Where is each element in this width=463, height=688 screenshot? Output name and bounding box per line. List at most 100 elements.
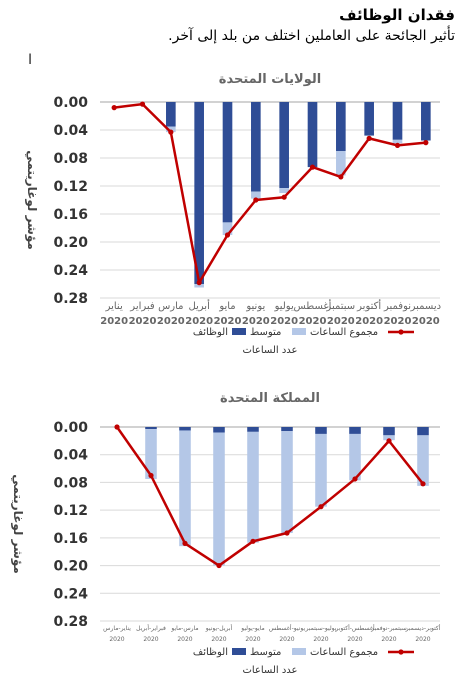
bar-jobs (194, 102, 204, 284)
x-tick-label: نوفمبر (383, 301, 411, 312)
y-tick-label: 0.12 (53, 503, 88, 519)
x-tick-year: 2020 (245, 636, 260, 643)
bar-jobs (145, 427, 157, 430)
x-tick-year: 2020 (381, 636, 396, 643)
bar-average (383, 435, 395, 441)
bar-average (336, 151, 346, 176)
bar-jobs (281, 427, 293, 432)
line-point (281, 194, 287, 200)
line-point (423, 140, 429, 146)
legend-label-average: متوسط (250, 327, 281, 338)
legend-swatch-jobs (232, 648, 246, 655)
x-tick-label: سبتمبر (325, 301, 355, 312)
y-tick-label: 0.24 (53, 586, 88, 602)
x-tick-label: أكتوبر (356, 299, 381, 312)
bar-jobs (315, 427, 327, 434)
chart-title: المملكة المتحدة (220, 391, 320, 406)
line-point (250, 538, 256, 544)
y-axis-label: مؤشر لوغاريتمي (24, 150, 39, 250)
legend-label-jobs: الوظائف (193, 647, 228, 658)
x-tick-year: 2020 (100, 316, 128, 327)
x-tick-year: 2020 (157, 316, 185, 327)
x-tick-label: أبريل-يونيو (205, 624, 233, 632)
bar-average (279, 188, 289, 193)
x-tick-year: 2020 (185, 316, 213, 327)
x-tick-year: 2020 (415, 636, 430, 643)
legend-marker-total-hours (398, 329, 404, 335)
x-tick-label: يوليو-سبتمبر (305, 625, 337, 632)
bar-jobs (213, 427, 225, 433)
chart-1: الولايات المتحدة مؤشر لوغاريتمي 0.00 0.04 0.… (24, 72, 441, 356)
bar-jobs (166, 102, 176, 127)
line-point (114, 424, 120, 430)
y-tick-label: 0.08 (53, 475, 88, 491)
text-cursor-icon: I (28, 52, 33, 68)
line-point (196, 280, 202, 286)
x-tick-year: 2020 (129, 316, 157, 327)
bar-average (166, 126, 176, 133)
line-point (318, 504, 324, 510)
bar-jobs (279, 102, 289, 189)
bar-average (145, 429, 157, 479)
x-tick-label: يوليو (274, 301, 294, 312)
bar-jobs (251, 102, 261, 192)
chart-footer: عدد الساعات (242, 665, 297, 676)
x-tick-label: فبراير (129, 301, 155, 312)
bar-jobs (392, 102, 403, 140)
bar-average (315, 433, 327, 507)
x-tick-year: 2020 (313, 636, 328, 643)
line-point (366, 135, 372, 141)
line-point (352, 476, 358, 482)
y-tick-label: 0.12 (53, 179, 88, 195)
bar-jobs (336, 102, 346, 151)
x-tick-label: يونيو (245, 301, 265, 312)
line-point (309, 164, 316, 170)
line-point (253, 197, 259, 203)
line-point (338, 174, 344, 180)
x-tick-label: مارس (158, 301, 183, 312)
x-tick-label: أبريل (188, 299, 210, 312)
page-subtitle: تأثير الجائحة على العاملين اختلف من بلد … (168, 28, 455, 44)
y-tick-label: 0.24 (53, 263, 88, 279)
legend-label-total-hours: مجموع الساعات (310, 647, 378, 658)
x-tick-year: 2020 (384, 316, 412, 327)
chart-title: الولايات المتحدة (219, 72, 321, 87)
bar-average (247, 431, 259, 543)
y-tick-label: 0.04 (53, 448, 88, 464)
x-tick-year: 2020 (143, 636, 158, 643)
x-tick-year: 2020 (270, 316, 298, 327)
x-tick-label: أغسطس (294, 299, 332, 312)
legend: الوظائف متوسط مجموع الساعات (193, 327, 414, 338)
x-tick-label: سبتمبر-نوفمبر (370, 625, 407, 632)
bar-jobs (247, 427, 259, 432)
x-tick-year: 2020 (279, 636, 294, 643)
legend-swatch-average (292, 328, 306, 335)
line-point (216, 562, 222, 569)
y-tick-label: 0.28 (53, 291, 88, 307)
y-tick-label: 0.28 (53, 614, 88, 630)
series-line-total-hours (114, 102, 426, 284)
x-tick-year: 2020 (299, 316, 327, 327)
x-tick-label: يونيو-أغسطس (269, 624, 306, 632)
line-point (386, 438, 392, 444)
legend-swatch-jobs (232, 328, 246, 335)
line-point (148, 472, 154, 479)
y-tick-label: 0.20 (53, 559, 88, 575)
y-tick-label: 0.04 (53, 123, 88, 139)
line-point (139, 101, 146, 107)
x-tick-year: 2020 (214, 316, 242, 327)
x-tick-label: يناير (105, 301, 123, 312)
y-tick-label: 0.08 (53, 151, 88, 167)
line-point (284, 530, 290, 536)
y-axis-label: مؤشر لوغاريتمي (10, 474, 25, 574)
bar-average (349, 433, 361, 481)
bar-jobs (383, 427, 395, 436)
line-point (420, 481, 426, 487)
line-point (168, 129, 174, 135)
y-tick-label: 0.20 (53, 235, 88, 251)
legend-label-total-hours: مجموع الساعات (310, 327, 378, 338)
bar-average (222, 222, 233, 235)
x-tick-year: 2020 (355, 316, 383, 327)
legend-marker-total-hours (398, 649, 404, 655)
y-tick-label: 0.00 (53, 95, 88, 111)
